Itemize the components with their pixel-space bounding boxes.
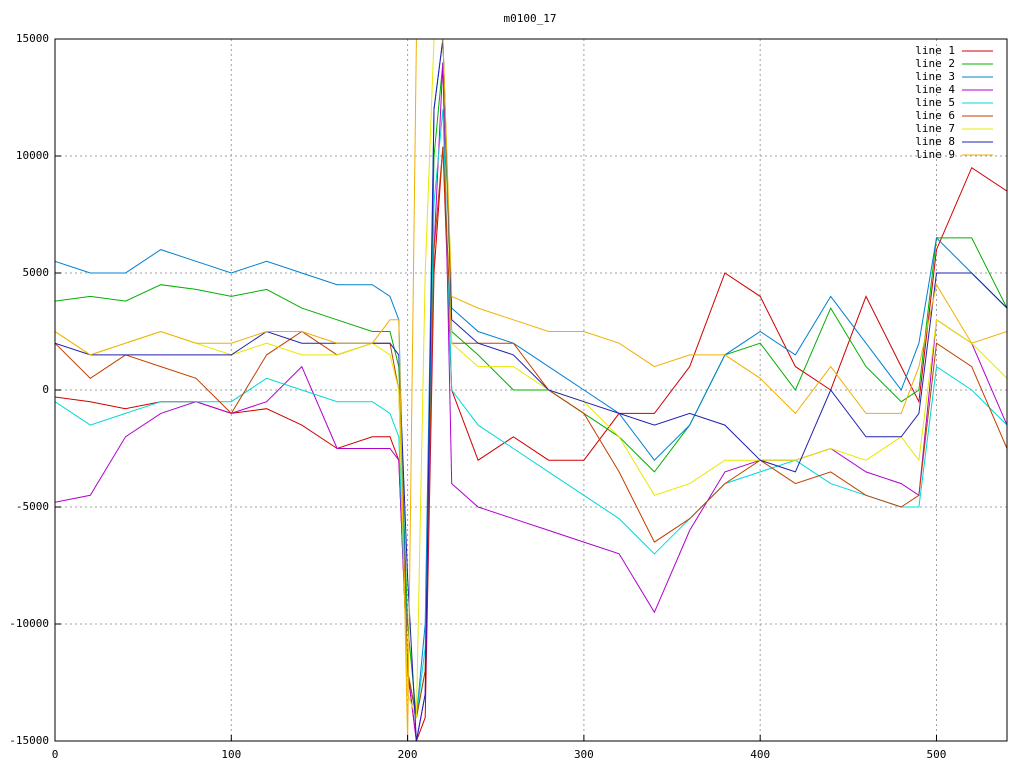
legend-label: line 6 [915, 109, 955, 122]
y-tick-label: 15000 [16, 32, 49, 45]
series-line [55, 39, 1007, 741]
legend-label: line 2 [915, 57, 955, 70]
y-tick-label: -5000 [16, 500, 49, 513]
series-line [55, 146, 1007, 741]
y-tick-label: 5000 [23, 266, 50, 279]
legend-label: line 9 [915, 148, 955, 161]
x-tick-label: 300 [574, 748, 594, 761]
x-tick-label: 200 [398, 748, 418, 761]
series-line [55, 39, 1007, 718]
y-tick-label: -15000 [9, 734, 49, 747]
x-tick-label: 0 [52, 748, 59, 761]
legend-label: line 8 [915, 135, 955, 148]
y-tick-label: 10000 [16, 149, 49, 162]
x-tick-label: 400 [750, 748, 770, 761]
plot-area [55, 39, 1007, 741]
legend-label: line 4 [915, 83, 955, 96]
series-line [55, 39, 1007, 741]
series-line [55, 62, 1007, 741]
legend-label: line 5 [915, 96, 955, 109]
y-tick-label: 0 [42, 383, 49, 396]
y-tick-label: -10000 [9, 617, 49, 630]
series-line [55, 62, 1007, 718]
legend-label: line 1 [915, 44, 955, 57]
legend-label: line 3 [915, 70, 955, 83]
series-line [55, 109, 1007, 718]
x-tick-label: 500 [927, 748, 947, 761]
x-tick-label: 100 [221, 748, 241, 761]
chart-title: m0100_17 [504, 12, 557, 25]
legend-label: line 7 [915, 122, 955, 135]
series-line [55, 146, 1007, 718]
